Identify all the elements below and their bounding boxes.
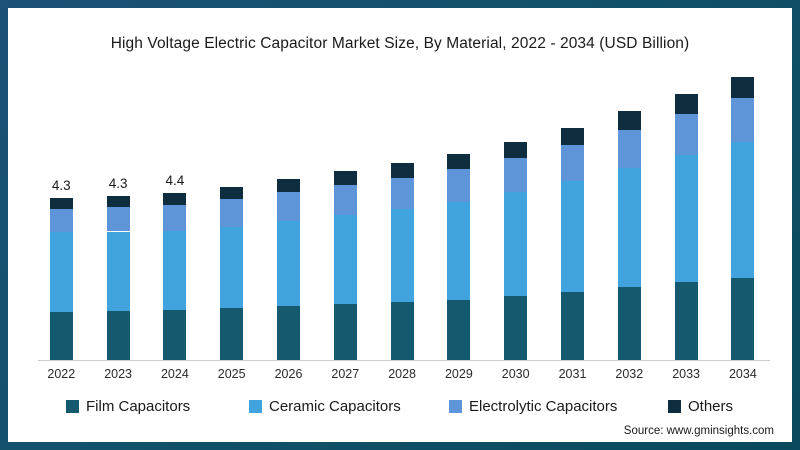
bar-segment-2025-others <box>220 186 244 199</box>
x-axis-label-2029: 2029 <box>444 367 473 381</box>
x-axis-label-2033: 2033 <box>672 367 700 381</box>
bar-segment-2032-electrolytic-capacitors <box>617 129 641 169</box>
bar-segment-2028-others <box>390 163 414 178</box>
bar-segment-2029-electrolytic-capacitors <box>447 169 471 202</box>
bar-segment-2026-film-capacitors <box>277 305 300 360</box>
legend-swatch-icon <box>249 400 262 413</box>
bar-segment-2031-ceramic-capacitors <box>561 180 584 292</box>
legend-item-others: Others <box>668 398 733 415</box>
bar-segment-2025-film-capacitors <box>220 308 244 360</box>
bar-segment-2029-ceramic-capacitors <box>447 201 471 300</box>
x-axis-label-2031: 2031 <box>558 367 587 381</box>
bar-segment-2033-others <box>674 93 698 114</box>
bar-segment-2034-film-capacitors <box>731 277 755 360</box>
legend-swatch-icon <box>66 400 79 413</box>
bar-segment-2023-others <box>106 196 130 208</box>
x-axis-line <box>38 360 770 361</box>
bar-segment-2029-others <box>447 153 471 170</box>
bar-segment-2030-film-capacitors <box>504 295 528 360</box>
bar-segment-2032-others <box>617 110 641 130</box>
bar-segment-2022-electrolytic-capacitors <box>49 208 73 233</box>
x-axis-label-2027: 2027 <box>331 367 360 381</box>
bar-segment-2029-film-capacitors <box>447 299 471 360</box>
bar-segment-2028-film-capacitors <box>390 302 414 360</box>
bar-segment-2024-electrolytic-capacitors <box>163 205 187 231</box>
bar-segment-2031-others <box>561 127 584 145</box>
chart-canvas: High Voltage Electric Capacitor Market S… <box>8 8 792 442</box>
legend-item-electrolytic-capacitors: Electrolytic Capacitors <box>449 398 617 415</box>
bar-segment-2028-electrolytic-capacitors <box>390 177 414 209</box>
legend-swatch-icon <box>668 400 681 413</box>
legend-label: Ceramic Capacitors <box>269 398 401 415</box>
bar-segment-2027-ceramic-capacitors <box>333 215 357 305</box>
bar-segment-2024-film-capacitors <box>163 310 187 360</box>
bar-value-label-2023: 4.3 <box>108 176 128 192</box>
x-axis-label-2022: 2022 <box>47 367 76 381</box>
bar-value-label-2022: 4.3 <box>51 177 71 193</box>
bar-segment-2034-ceramic-capacitors <box>731 142 755 278</box>
bar-segment-2031-film-capacitors <box>561 291 584 360</box>
bar-segment-2027-others <box>333 171 357 186</box>
bar-segment-2022-film-capacitors <box>49 312 73 360</box>
bar-segment-2030-ceramic-capacitors <box>504 192 528 296</box>
bar-segment-2026-electrolytic-capacitors <box>277 192 300 221</box>
x-axis-label-2028: 2028 <box>388 367 416 381</box>
bar-segment-2025-ceramic-capacitors <box>220 226 244 309</box>
bar-segment-2027-electrolytic-capacitors <box>333 185 357 216</box>
legend-label: Others <box>688 398 734 415</box>
bar-segment-2025-electrolytic-capacitors <box>220 199 244 227</box>
bar-segment-2024-ceramic-capacitors <box>163 230 187 311</box>
bar-value-label-2024: 4.4 <box>165 173 185 189</box>
bar-segment-2026-others <box>277 178 300 193</box>
bar-segment-2022-others <box>49 197 73 209</box>
bar-segment-2032-film-capacitors <box>617 287 641 360</box>
legend-item-ceramic-capacitors: Ceramic Capacitors <box>249 398 401 415</box>
x-axis-label-2025: 2025 <box>217 367 246 381</box>
bar-segment-2026-ceramic-capacitors <box>277 220 300 306</box>
x-axis-label-2034: 2034 <box>728 367 757 381</box>
bar-segment-2033-ceramic-capacitors <box>674 155 698 283</box>
bar-segment-2034-others <box>731 76 755 99</box>
bar-segment-2033-film-capacitors <box>674 282 698 360</box>
bar-segment-2028-ceramic-capacitors <box>390 208 414 303</box>
bar-segment-2030-electrolytic-capacitors <box>504 158 528 193</box>
x-axis-label-2030: 2030 <box>501 367 530 381</box>
bar-segment-2027-film-capacitors <box>333 304 357 360</box>
bar-segment-2034-electrolytic-capacitors <box>731 98 755 143</box>
x-axis-label-2032: 2032 <box>615 367 644 381</box>
bar-segment-2023-film-capacitors <box>106 310 130 360</box>
bar-segment-2023-electrolytic-capacitors <box>106 207 130 232</box>
bar-segment-2030-others <box>504 141 528 159</box>
bar-segment-2023-ceramic-capacitors <box>106 231 130 311</box>
x-axis-label-2024: 2024 <box>160 367 189 381</box>
legend-label: Film Capacitors <box>86 398 191 415</box>
bar-segment-2033-electrolytic-capacitors <box>674 113 698 156</box>
source-credit: Source: www.gminsights.com <box>623 425 774 437</box>
x-axis-label-2023: 2023 <box>104 367 132 381</box>
legend-item-film-capacitors: Film Capacitors <box>66 398 190 415</box>
legend-label: Electrolytic Capacitors <box>469 398 618 415</box>
bar-segment-2022-ceramic-capacitors <box>49 232 73 313</box>
chart-title: High Voltage Electric Capacitor Market S… <box>110 35 690 52</box>
x-axis-label-2026: 2026 <box>274 367 303 381</box>
bar-segment-2024-others <box>163 193 187 205</box>
bar-segment-2032-ceramic-capacitors <box>617 168 641 288</box>
legend-swatch-icon <box>449 400 462 413</box>
bar-segment-2031-electrolytic-capacitors <box>561 144 584 181</box>
